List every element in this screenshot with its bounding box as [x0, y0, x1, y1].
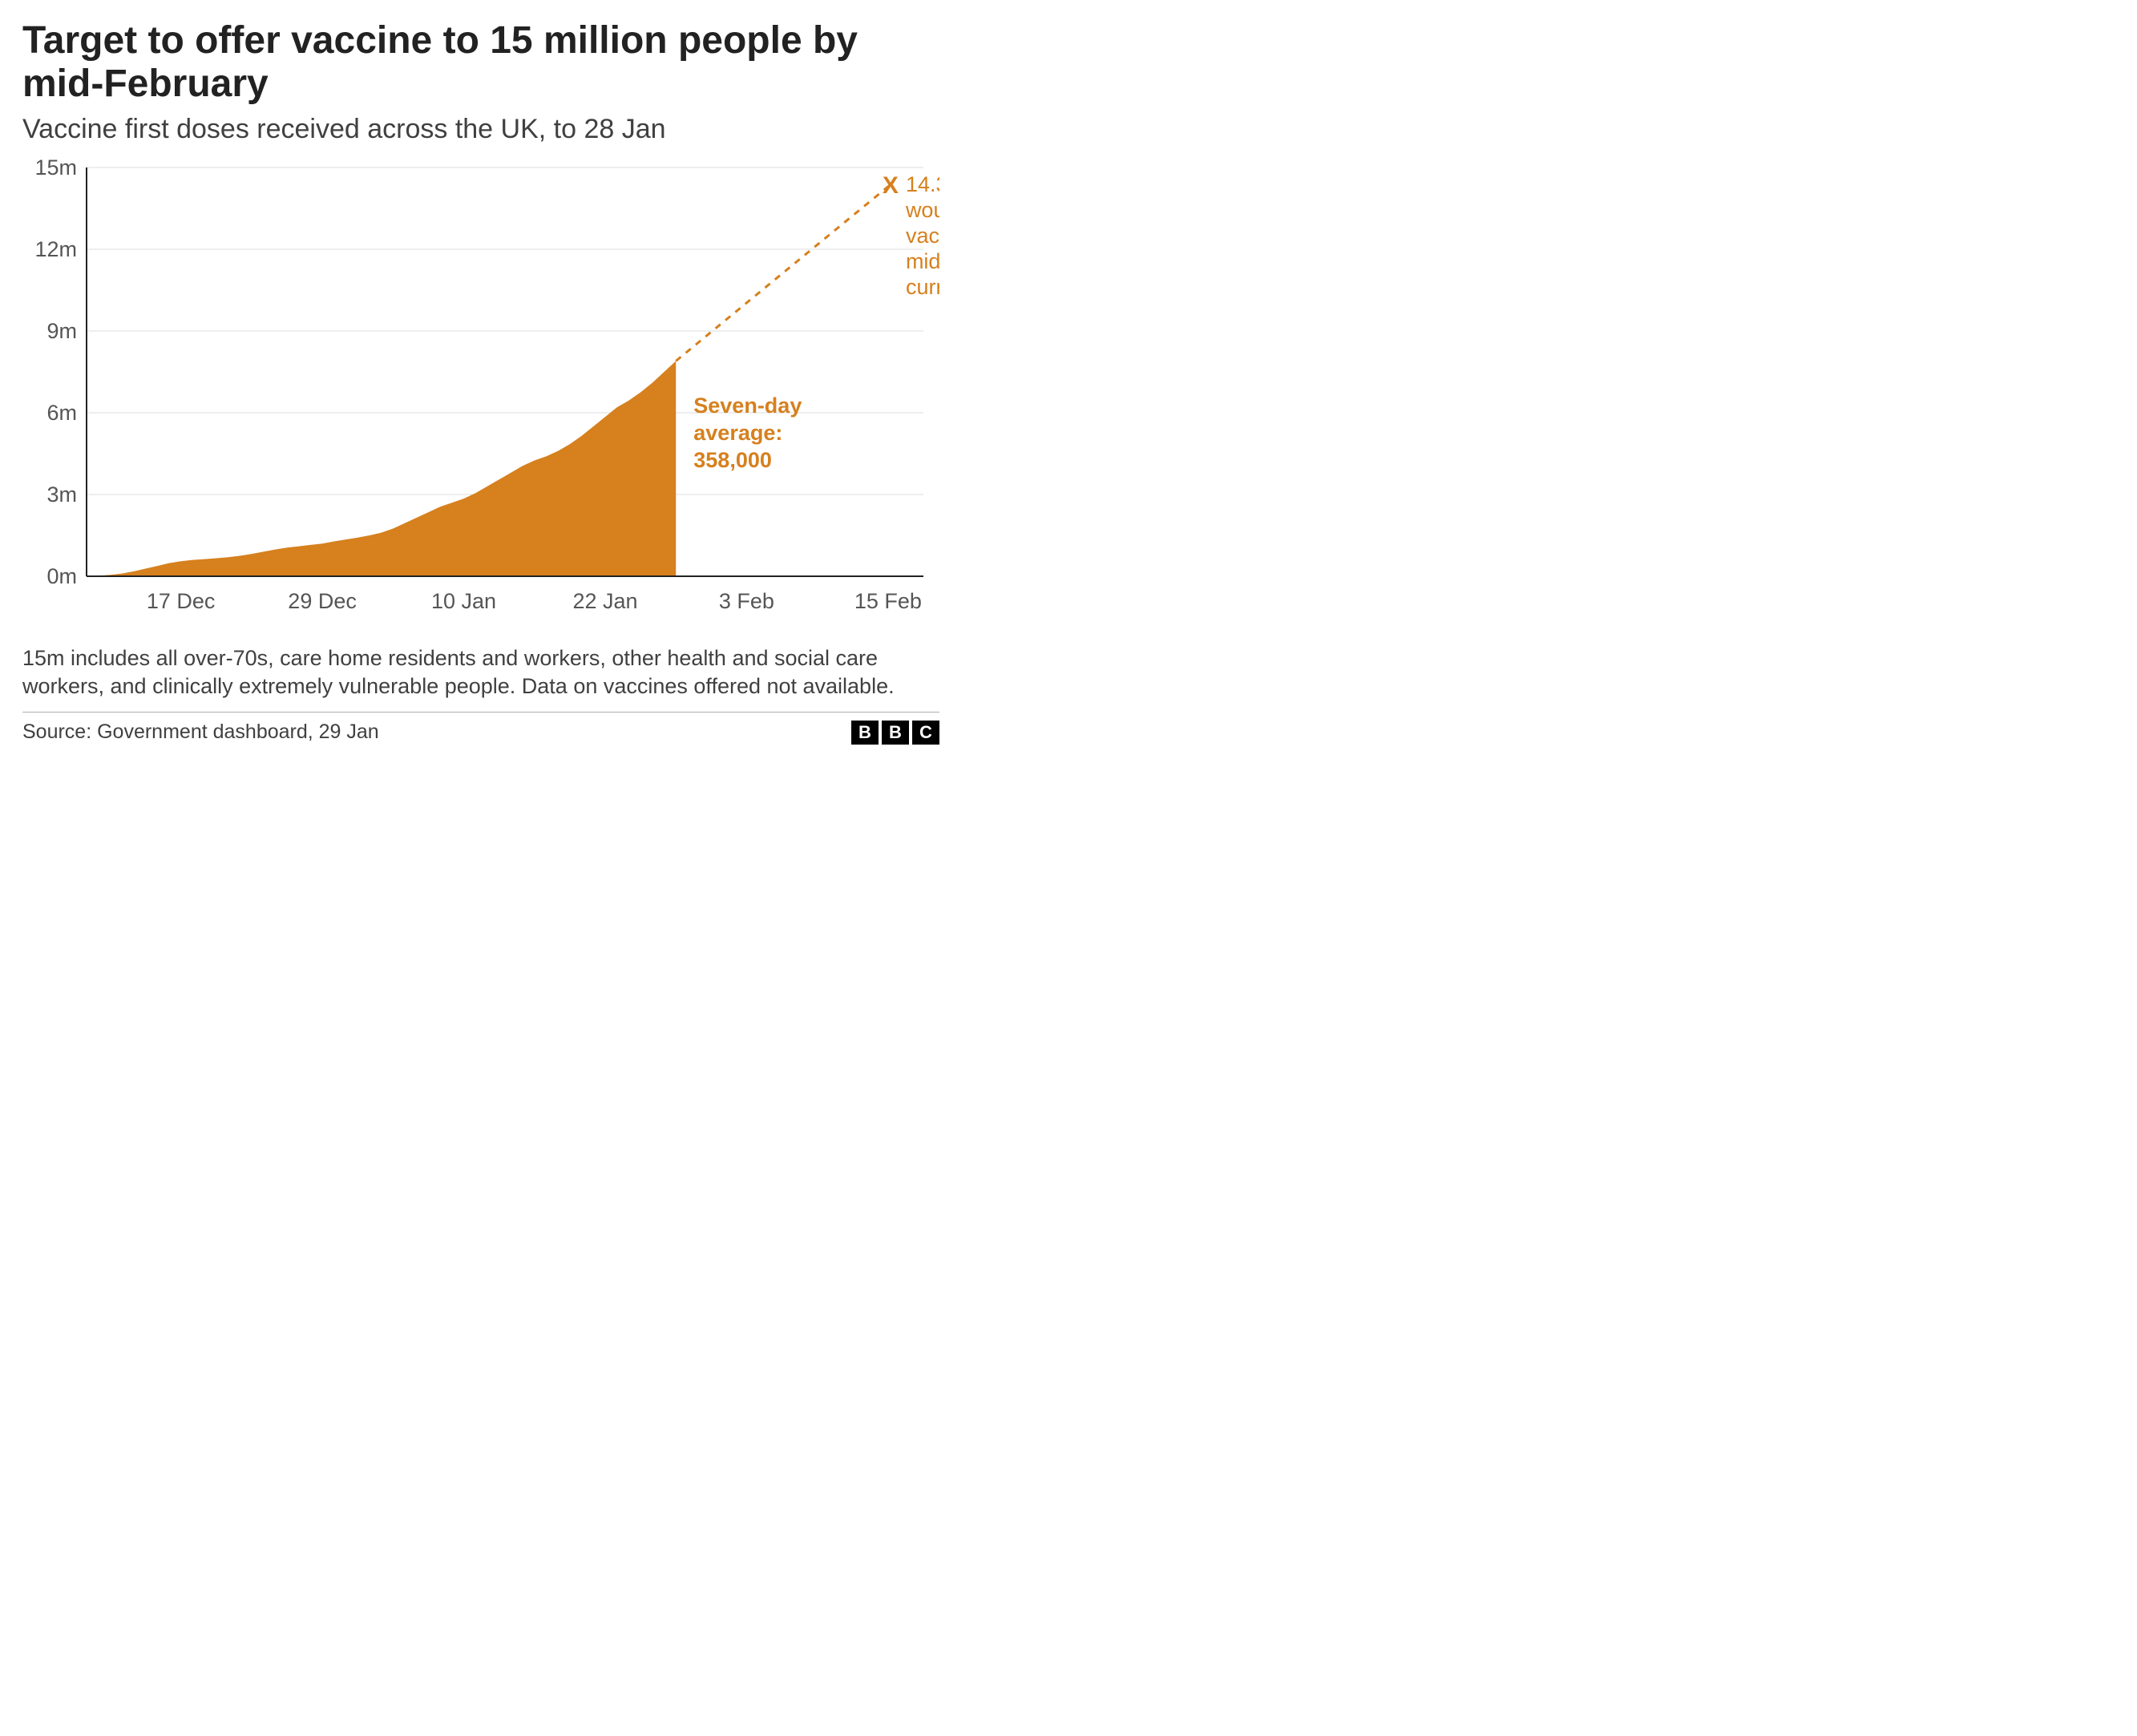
chart-note: 15m includes all over-70s, care home res… — [22, 644, 939, 700]
average-annotation: average: — [693, 421, 782, 445]
bbc-logo-letter: B — [851, 721, 879, 745]
x-tick-label: 29 Dec — [288, 589, 357, 613]
x-tick-label: 3 Feb — [719, 589, 774, 613]
chart-area: 0m 3m 6m 9m 12m 15m 17 Dec 29 Dec 10 Jan 22 Jan 3 … — [22, 159, 939, 628]
bbc-logo-letter: B — [882, 721, 909, 745]
area-series — [87, 361, 676, 576]
source-text: Source: Government dashboard, 29 Jan — [22, 721, 379, 744]
projection-annotation: would get — [905, 197, 939, 221]
projection-annotation: current rate — [906, 274, 939, 298]
page-title: Target to offer vaccine to 15 million pe… — [22, 19, 939, 106]
y-tick-label: 12m — [34, 237, 77, 261]
x-tick-label: 10 Jan — [431, 589, 496, 613]
average-annotation: Seven-day — [693, 394, 802, 418]
y-tick-label: 6m — [46, 401, 77, 425]
average-annotation: 358,000 — [693, 448, 772, 472]
bbc-logo: BBC — [851, 721, 939, 745]
page-subtitle: Vaccine first doses received across the … — [22, 114, 939, 145]
y-tick-label: 0m — [46, 564, 77, 588]
chart-footer: Source: Government dashboard, 29 Jan BBC — [22, 712, 939, 745]
projection-annotation: 14.3m people — [906, 172, 939, 196]
projection-x-marker: X — [883, 172, 899, 198]
projection-annotation: mid-Feb at — [906, 248, 939, 273]
chart-card: Target to offer vaccine to 15 million pe… — [0, 0, 962, 753]
projection-line — [676, 186, 888, 361]
y-tick-label: 15m — [34, 159, 77, 180]
y-tick-label: 9m — [46, 319, 77, 343]
x-tick-label: 22 Jan — [572, 589, 637, 613]
x-tick-label: 15 Feb — [854, 589, 922, 613]
area-chart: 0m 3m 6m 9m 12m 15m 17 Dec 29 Dec 10 Jan 22 Jan 3 … — [22, 159, 939, 624]
x-tick-label: 17 Dec — [147, 589, 216, 613]
projection-annotation: vaccine by — [906, 223, 939, 247]
bbc-logo-letter: C — [912, 721, 939, 745]
y-tick-label: 3m — [46, 482, 77, 507]
